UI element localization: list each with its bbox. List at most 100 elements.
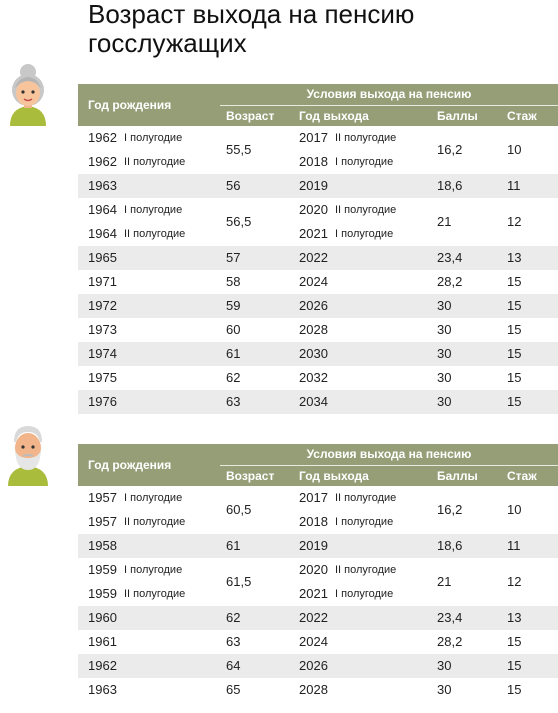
age: 55,5 xyxy=(226,142,252,157)
tenure: 15 xyxy=(507,658,522,673)
age: 61 xyxy=(226,346,241,361)
exit-year: 2017 xyxy=(299,490,328,505)
points: 16,2 xyxy=(437,142,463,157)
points: 21 xyxy=(437,574,452,589)
birth-year: 1958 xyxy=(88,538,117,553)
birth-year: 1959 xyxy=(88,562,117,577)
title: Возраст выхода на пенсию госслужащих xyxy=(88,0,415,58)
exit-half: II полугодие xyxy=(335,492,397,504)
birth-year: 1959 xyxy=(88,586,117,601)
row-bg xyxy=(78,342,558,366)
exit-half: I полугодие xyxy=(335,156,394,168)
exit-year: 2019 xyxy=(299,178,328,193)
exit-half: II полугодие xyxy=(335,132,397,144)
tenure: 15 xyxy=(507,274,522,289)
birth-year: 1972 xyxy=(88,298,117,313)
points: 30 xyxy=(437,298,452,313)
points: 30 xyxy=(437,322,452,337)
row-bg xyxy=(78,654,558,678)
birth-year: 1976 xyxy=(88,394,117,409)
age: 60,5 xyxy=(226,502,252,517)
row-bg xyxy=(78,390,558,414)
age: 62 xyxy=(226,610,241,625)
exit-year: 2022 xyxy=(299,610,328,625)
row-bg xyxy=(78,486,558,534)
tenure: 15 xyxy=(507,298,522,313)
age: 57 xyxy=(226,250,241,265)
row-bg xyxy=(78,294,558,318)
exit-half: II полугодие xyxy=(335,204,397,216)
birth-year: 1960 xyxy=(88,610,117,625)
header-conditions: Условия выхода на пенсию xyxy=(306,87,472,101)
header-exit-year: Год выхода xyxy=(299,109,369,123)
points: 30 xyxy=(437,682,452,697)
birth-year: 1962 xyxy=(88,658,117,673)
birth-half: II полугодие xyxy=(124,516,186,528)
age: 58 xyxy=(226,274,241,289)
woman-icon xyxy=(10,64,46,126)
points: 28,2 xyxy=(437,274,463,289)
points: 30 xyxy=(437,658,452,673)
exit-year: 2024 xyxy=(299,634,328,649)
exit-half: II полугодие xyxy=(335,564,397,576)
header-tenure: Стаж xyxy=(507,469,537,483)
header-birth: Год рождения xyxy=(88,458,172,472)
birth-half: I полугодие xyxy=(124,132,183,144)
row-bg xyxy=(78,126,558,174)
row-bg xyxy=(78,198,558,246)
birth-half: I полугодие xyxy=(124,492,183,504)
age: 61,5 xyxy=(226,574,252,589)
tenure: 15 xyxy=(507,394,522,409)
header-points: Баллы xyxy=(437,109,478,123)
row-bg xyxy=(78,174,558,198)
birth-year: 1962 xyxy=(88,130,117,145)
birth-half: II полугодие xyxy=(124,228,186,240)
header-points: Баллы xyxy=(437,469,478,483)
header-age: Возраст xyxy=(226,469,275,483)
exit-year: 2032 xyxy=(299,370,328,385)
header-divider xyxy=(220,465,558,466)
birth-year: 1962 xyxy=(88,154,117,169)
row-bg xyxy=(78,366,558,390)
birth-half: I полугодие xyxy=(124,564,183,576)
birth-half: II полугодие xyxy=(124,156,186,168)
tenure: 13 xyxy=(507,610,522,625)
exit-year: 2020 xyxy=(299,562,328,577)
points: 18,6 xyxy=(437,178,463,193)
age: 65 xyxy=(226,682,241,697)
age: 59 xyxy=(226,298,241,313)
exit-year: 2026 xyxy=(299,298,328,313)
tenure: 10 xyxy=(507,502,522,517)
birth-half: I полугодие xyxy=(124,204,183,216)
birth-half: II полугодие xyxy=(124,588,186,600)
birth-year: 1957 xyxy=(88,490,117,505)
exit-year: 2017 xyxy=(299,130,328,145)
birth-year: 1973 xyxy=(88,322,117,337)
row-bg xyxy=(78,534,558,558)
exit-year: 2020 xyxy=(299,202,328,217)
header-tenure: Стаж xyxy=(507,109,537,123)
exit-year: 2028 xyxy=(299,682,328,697)
age: 60 xyxy=(226,322,241,337)
points: 16,2 xyxy=(437,502,463,517)
exit-year: 2022 xyxy=(299,250,328,265)
exit-half: I полугодие xyxy=(335,516,394,528)
row-bg xyxy=(78,270,558,294)
exit-year: 2024 xyxy=(299,274,328,289)
exit-year: 2019 xyxy=(299,538,328,553)
birth-year: 1963 xyxy=(88,178,117,193)
birth-year: 1957 xyxy=(88,514,117,529)
birth-year: 1975 xyxy=(88,370,117,385)
tenure: 12 xyxy=(507,214,522,229)
man-icon xyxy=(8,426,48,486)
tenure: 15 xyxy=(507,322,522,337)
tenure: 15 xyxy=(507,634,522,649)
age: 56 xyxy=(226,178,241,193)
row-bg xyxy=(78,678,558,702)
birth-year: 1974 xyxy=(88,346,117,361)
points: 18,6 xyxy=(437,538,463,553)
age: 64 xyxy=(226,658,241,673)
age: 61 xyxy=(226,538,241,553)
header-birth: Год рождения xyxy=(88,98,172,112)
header-exit-year: Год выхода xyxy=(299,469,369,483)
